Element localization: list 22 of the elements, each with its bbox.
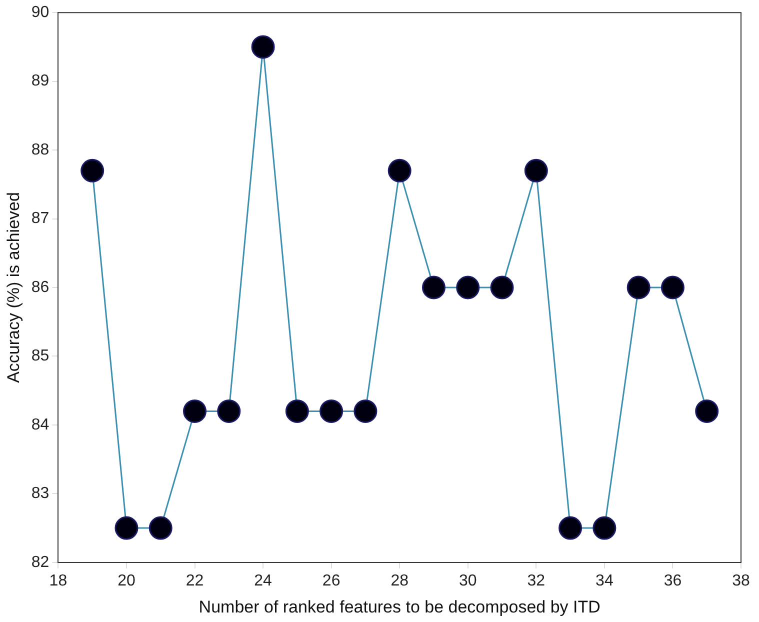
- y-tick-label: 88: [31, 141, 50, 158]
- y-tick-label: 85: [31, 348, 50, 365]
- y-tick-label: 89: [31, 72, 50, 90]
- y-tick-label: 82: [31, 554, 50, 571]
- x-tick-label: 18: [49, 572, 68, 590]
- y-tick-label: 86: [31, 278, 50, 296]
- x-tick-label: 38: [732, 572, 750, 590]
- y-tick-label: 83: [31, 485, 50, 502]
- x-tick-label: 36: [664, 572, 682, 590]
- x-tick-label: 30: [458, 572, 477, 590]
- x-tick-label: 24: [254, 572, 272, 590]
- x-tick-label: 22: [186, 572, 204, 590]
- y-tick-label: 87: [31, 210, 50, 228]
- x-tick-label: 34: [596, 572, 614, 590]
- x-axis-title: Number of ranked features to be decomposed by ITD: [198, 597, 600, 616]
- x-tick-label: 28: [390, 572, 409, 590]
- x-tick-label: 26: [322, 572, 340, 590]
- x-tick-label: 32: [527, 572, 546, 590]
- y-tick-label: 90: [31, 4, 50, 22]
- x-tick-label: 20: [118, 572, 136, 590]
- y-tick-label: 84: [31, 416, 50, 434]
- y-axis-title: Accuracy (%) is achieved: [4, 192, 23, 383]
